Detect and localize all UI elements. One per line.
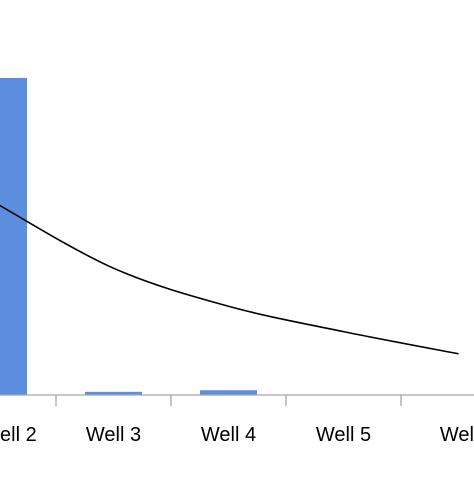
x-tick-label: Well 5 xyxy=(316,424,371,446)
bars-layer xyxy=(0,78,257,395)
x-tick-label: Wel xyxy=(440,424,474,446)
x-tick-label: Well 3 xyxy=(86,424,141,446)
x-tick-label: ell 2 xyxy=(0,424,37,446)
bar-well-3 xyxy=(85,391,142,395)
x-axis-ticks xyxy=(55,395,402,406)
bar-well-4 xyxy=(200,390,257,395)
x-tick-label: Well 4 xyxy=(201,424,256,446)
bar-well-2 xyxy=(0,78,27,395)
x-axis-tick-labels: ell 2 Well 3 Well 4 Well 5 Wel xyxy=(0,424,474,446)
trendline xyxy=(0,204,459,355)
